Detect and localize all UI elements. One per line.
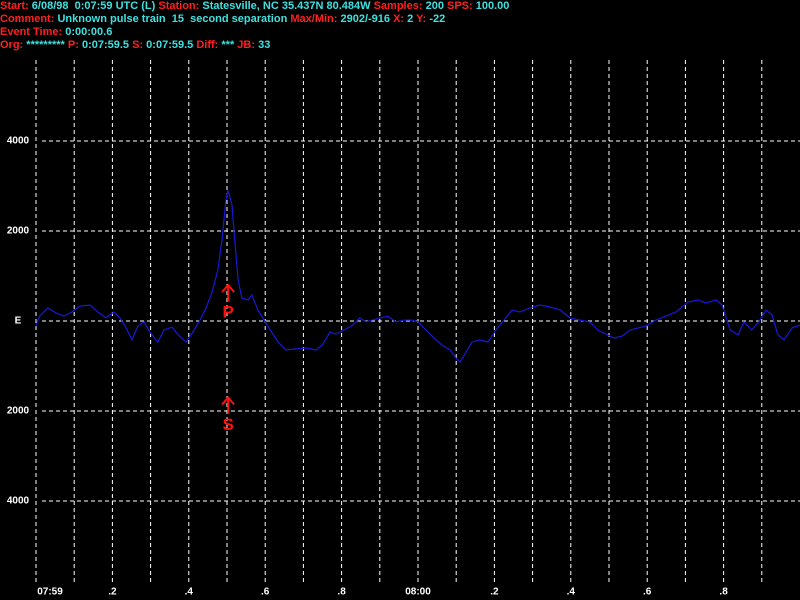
field-value: 6/08/98 0:07:59 UTC (L) [31, 0, 156, 12]
x-tick-label: .8 [337, 587, 346, 598]
pick-arrow [221, 395, 235, 414]
header: Start: 6/08/98 0:07:59 UTC (L) Station: … [0, 0, 800, 52]
field-value: 100.00 [475, 0, 510, 12]
field-value: 2902/-916 [340, 13, 391, 25]
field-label: Y: [416, 13, 427, 25]
field-label: Comment: [0, 13, 55, 25]
header-line: Org: ********* P: 0:07:59.5 S: 0:07:59.5… [0, 39, 800, 52]
field-label: S: [132, 39, 144, 51]
x-tick-label: .2 [490, 587, 499, 598]
field-label: Org: [0, 39, 24, 51]
field-label: Diff: [196, 39, 219, 51]
y-tick-label: E [15, 316, 22, 327]
pick-arrow [221, 283, 235, 301]
x-tick-label: 08:00 [405, 587, 431, 598]
y-tick-label: 4000 [7, 496, 30, 507]
field-value: Statesville, NC 35.437N 80.484W [202, 0, 371, 12]
field-label: JB: [237, 39, 256, 51]
pick-label: S [222, 415, 233, 434]
field-label: Station: [158, 0, 200, 12]
x-tick-label: .4 [185, 587, 194, 598]
x-tick-label: .8 [719, 587, 728, 598]
field-label: Max/Min: [290, 13, 338, 25]
field-value: 0:07:59.5 [146, 39, 194, 51]
field-value: *** [221, 39, 235, 51]
field-label: Event Time: [0, 26, 63, 38]
field-label: SPS: [447, 0, 473, 12]
x-tick-label: .4 [567, 587, 576, 598]
field-value: 0:00:00.6 [65, 26, 113, 38]
header-line: Start: 6/08/98 0:07:59 UTC (L) Station: … [0, 0, 800, 13]
field-value: -22 [429, 13, 446, 25]
field-label: Start: [0, 0, 29, 12]
x-tick-label: .2 [108, 587, 117, 598]
field-value: Unknown pulse train 15 second separation [57, 13, 288, 25]
trace [35, 190, 800, 364]
header-line: Event Time: 0:00:00.6 [0, 26, 800, 39]
pick-label: P [222, 302, 233, 321]
x-tick-label: .6 [261, 587, 270, 598]
field-value: ********* [26, 39, 65, 51]
header-line: Comment: Unknown pulse train 15 second s… [0, 13, 800, 26]
field-label: P: [67, 39, 79, 51]
field-value: 33 [258, 39, 271, 51]
y-tick-label: 4000 [7, 136, 30, 147]
field-label: Samples: [373, 0, 423, 12]
field-value: 2 [407, 13, 414, 25]
x-tick-label: .6 [643, 587, 652, 598]
field-label: X: [393, 13, 405, 25]
field-value: 200 [425, 0, 444, 12]
field-value: 0:07:59.5 [81, 39, 130, 51]
y-tick-label: 2000 [7, 406, 30, 417]
x-tick-label: 07:59 [37, 587, 63, 598]
y-tick-label: 2000 [7, 226, 30, 237]
